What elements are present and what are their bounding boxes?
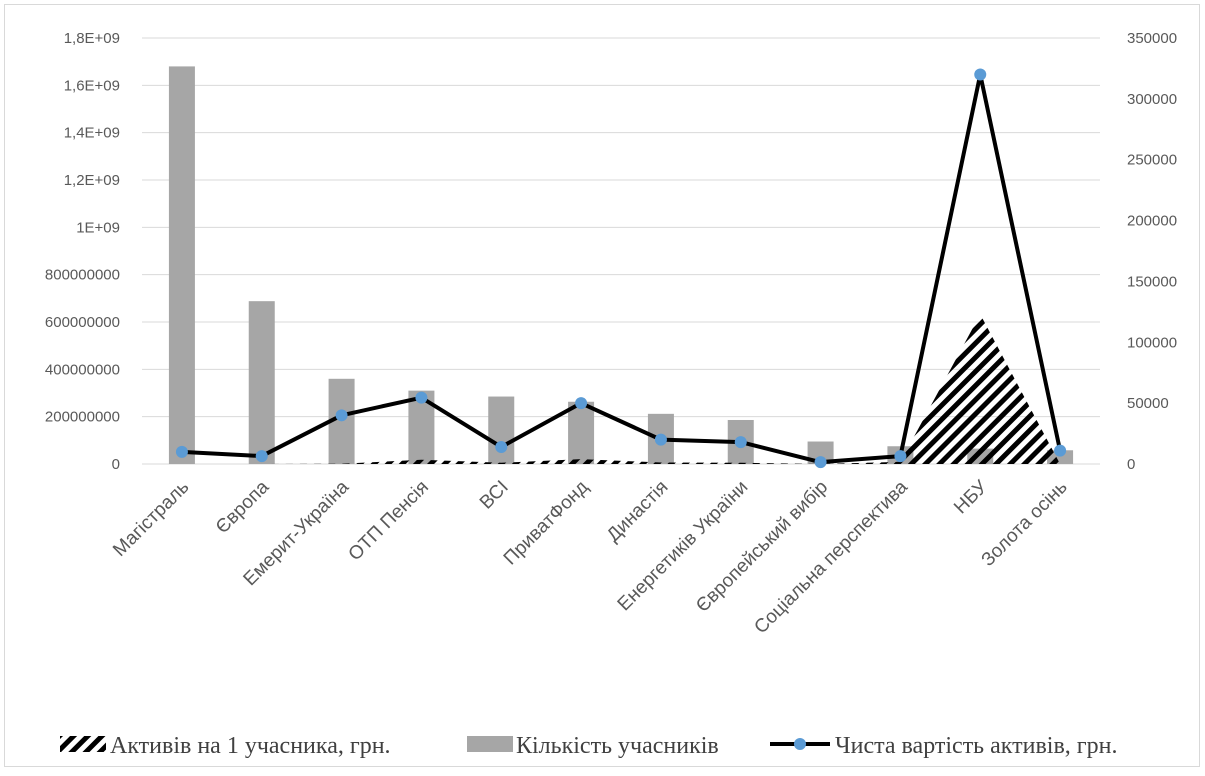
line-point (734, 436, 747, 449)
bar (807, 441, 834, 464)
left-tick-label: 1,2E+09 (64, 172, 120, 189)
right-tick-label: 250000 (1127, 152, 1177, 169)
legend-swatch-marker (794, 738, 806, 750)
line-point (1054, 444, 1067, 457)
legend-swatch-bar (467, 736, 513, 752)
line-point (415, 391, 428, 404)
bar (568, 401, 595, 464)
legend-item-line: Чиста вартість активів, грн. (770, 733, 1117, 759)
area-path (181, 314, 1061, 464)
bar (168, 66, 195, 465)
right-tick-label: 150000 (1127, 273, 1177, 290)
left-tick-label: 1,8E+09 (64, 30, 120, 47)
legend-label-area: Активів на 1 учасника, грн. (110, 733, 391, 759)
legend: Активів на 1 учасника, грн. Кількість уч… (60, 733, 1117, 759)
bar (248, 301, 275, 464)
right-tick-label: 350000 (1127, 30, 1177, 47)
left-tick-label: 1E+09 (76, 219, 120, 236)
line-point (175, 445, 188, 458)
left-axis-ticks: 0 200000000 400000000 600000000 800000000 1E+… (45, 30, 120, 473)
left-tick-label: 400000000 (45, 361, 120, 378)
left-tick-label: 0 (112, 456, 120, 473)
legend-label-line: Чиста вартість активів, грн. (835, 733, 1117, 759)
line-point (255, 450, 268, 463)
right-tick-label: 300000 (1127, 91, 1177, 108)
left-tick-label: 200000000 (45, 409, 120, 426)
line-point (335, 409, 348, 422)
right-tick-label: 200000 (1127, 213, 1177, 230)
legend-item-area: Активів на 1 учасника, грн. (60, 733, 391, 759)
gridlines (142, 37, 1100, 465)
legend-swatch-area (60, 736, 106, 752)
left-tick-label: 1,6E+09 (64, 77, 120, 94)
left-tick-label: 1,4E+09 (64, 125, 120, 142)
right-tick-label: 0 (1127, 456, 1135, 473)
line-point (974, 68, 987, 81)
area-series (181, 314, 1061, 464)
right-tick-label: 50000 (1127, 395, 1169, 412)
line-point (575, 397, 588, 410)
legend-item-bar: Кількість учасників (467, 733, 719, 759)
left-tick-label: 800000000 (45, 267, 120, 284)
right-axis-ticks: 0 50000 100000 150000 200000 250000 300000 3500… (1127, 30, 1177, 473)
series-line (181, 72, 1063, 465)
chart-frame (4, 4, 1200, 767)
line-point (814, 456, 827, 469)
legend-label-bar: Кількість учасників (516, 733, 719, 759)
line-point (495, 440, 508, 453)
right-tick-label: 100000 (1127, 334, 1177, 351)
line-point (654, 433, 667, 446)
left-tick-label: 600000000 (45, 314, 120, 331)
line-series (175, 68, 1067, 469)
line-point (894, 450, 907, 463)
